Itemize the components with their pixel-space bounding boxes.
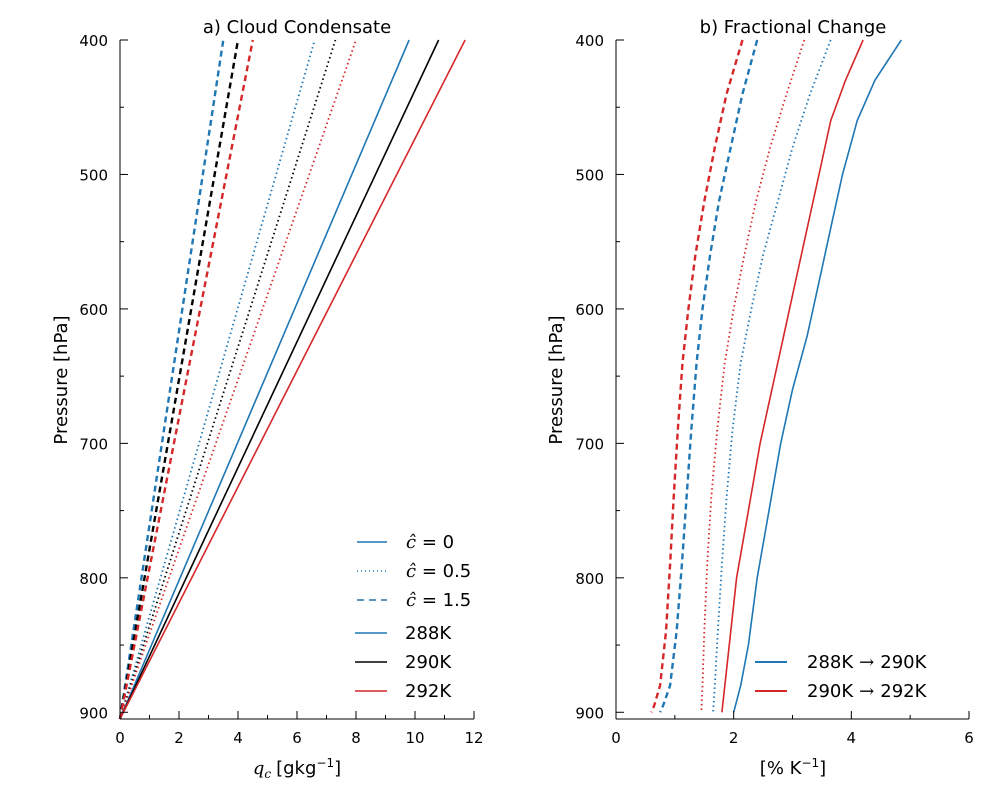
- panel-a-cloud-condensate: a) Cloud Condensate 0 2 4 6 8 10 12 400 500 600 70…: [51, 17, 484, 781]
- panel-a-legend: ĉ = 0 ĉ = 0.5 ĉ = 1.5 288K 290K 292K: [355, 532, 471, 702]
- series-line-b-0: [732, 39, 902, 713]
- y-tick-label: 900: [575, 704, 604, 722]
- x-tick-label: 6: [964, 729, 974, 747]
- legend-b-arrow-1: →: [859, 652, 874, 673]
- y-tick-label: 600: [575, 301, 604, 319]
- legend-a-symbol-dotted: ĉ: [406, 561, 416, 582]
- y-tick-label: 800: [575, 570, 604, 588]
- x-tick-label: 0: [115, 729, 125, 747]
- legend-a-label-288k: 288K: [405, 623, 452, 644]
- legend-a-value-dashed: = 1.5: [416, 590, 471, 611]
- series-line-b-4: [659, 39, 759, 713]
- y-tick-label: 700: [575, 435, 604, 453]
- panel-a-title: a) Cloud Condensate: [203, 17, 391, 38]
- series-line-a-1: [119, 39, 440, 720]
- panel-b-series-lines: [650, 39, 902, 713]
- y-tick-label: 900: [79, 704, 108, 722]
- series-line-a-8: [118, 39, 254, 720]
- legend-a-label-dotted: ĉ = 0.5: [406, 561, 471, 582]
- x-tick-label: 4: [847, 729, 857, 747]
- legend-b-label-288-290: 288K → 290K: [807, 652, 928, 673]
- series-line-a-0: [119, 39, 410, 720]
- series-line-b-2: [712, 39, 832, 713]
- panel-b-fractional-change: b) Fractional Change 0 2 4 6 400 500 600 700 800…: [546, 17, 974, 779]
- series-line-a-3: [119, 39, 316, 720]
- x-tick-label: 4: [233, 729, 243, 747]
- legend-a-label-dashed: ĉ = 1.5: [406, 590, 471, 611]
- legend-b-from-290: 290K: [807, 681, 854, 702]
- panel-a-ylabel: Pressure [hPa]: [51, 315, 72, 444]
- legend-a-value-solid: = 0: [416, 532, 454, 553]
- panel-a-axes: 0 2 4 6 8 10 12 400 500 600 700 800 900: [79, 32, 483, 747]
- legend-a-symbol-solid: ĉ: [406, 532, 416, 553]
- y-tick-label: 400: [575, 32, 604, 50]
- legend-b-to-290: 290K: [880, 652, 927, 673]
- series-line-a-4: [119, 39, 337, 720]
- panel-b-title: b) Fractional Change: [700, 17, 887, 38]
- y-tick-label: 800: [79, 570, 108, 588]
- x-tick-label: 2: [174, 729, 184, 747]
- panel-b-ylabel: Pressure [hPa]: [546, 315, 567, 444]
- panel-b-xlabel: [% K−1]: [760, 756, 826, 779]
- legend-a-label-292k: 292K: [405, 681, 452, 702]
- xlabel-a-symbol: q: [253, 758, 265, 779]
- x-tick-label: 12: [464, 729, 483, 747]
- series-line-a-6: [118, 39, 225, 720]
- series-line-b-5: [650, 39, 744, 713]
- y-tick-label: 500: [79, 166, 108, 184]
- legend-b-to-292: 292K: [880, 681, 927, 702]
- legend-a-value-dotted: = 0.5: [416, 561, 471, 582]
- legend-b-arrow-2: →: [859, 681, 874, 702]
- y-tick-label: 700: [79, 435, 108, 453]
- xlabel-a-subscript: c: [264, 767, 271, 781]
- panel-a-xlabel: qc [gkg−1]: [253, 756, 341, 781]
- xlabel-b-close: ]: [819, 758, 826, 779]
- x-tick-label: 8: [351, 729, 361, 747]
- y-tick-label: 400: [79, 32, 108, 50]
- xlabel-b-unit: [% K: [760, 758, 803, 779]
- legend-a-symbol-dashed: ĉ: [406, 590, 416, 611]
- x-tick-label: 10: [405, 729, 424, 747]
- legend-b-label-290-292: 290K → 292K: [807, 681, 928, 702]
- legend-a-label-solid: ĉ = 0: [406, 532, 454, 553]
- x-tick-label: 2: [729, 729, 739, 747]
- y-tick-label: 600: [79, 301, 108, 319]
- x-tick-label: 6: [292, 729, 302, 747]
- series-line-a-2: [119, 39, 466, 720]
- xlabel-a-exponent: −1: [316, 756, 334, 770]
- series-line-b-3: [700, 39, 806, 713]
- y-tick-label: 500: [575, 166, 604, 184]
- panel-b-legend: 288K → 290K 290K → 292K: [755, 652, 928, 702]
- x-tick-label: 0: [611, 729, 621, 747]
- series-line-a-7: [118, 39, 240, 720]
- series-line-a-5: [119, 39, 357, 720]
- xlabel-a-close: ]: [334, 758, 341, 779]
- panel-b-axes: 0 2 4 6 400 500 600 700 800 900: [575, 32, 973, 747]
- xlabel-b-exponent: −1: [801, 756, 819, 770]
- series-line-b-1: [721, 39, 864, 713]
- panel-a-series-lines: [118, 39, 466, 720]
- legend-a-label-290k: 290K: [405, 652, 452, 673]
- legend-b-from-288: 288K: [807, 652, 854, 673]
- xlabel-a-unit: [gkg: [276, 758, 316, 779]
